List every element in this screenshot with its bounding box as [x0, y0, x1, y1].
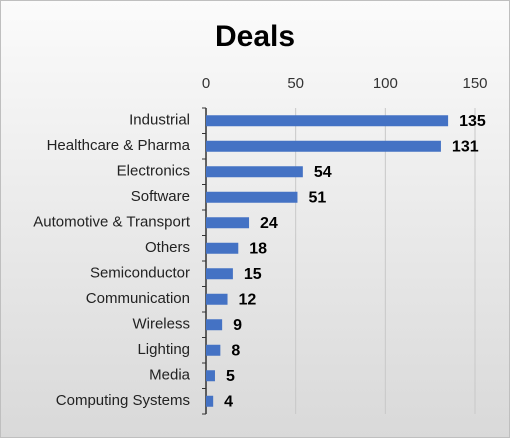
x-tick-label: 150: [462, 75, 487, 92]
value-label: 8: [231, 342, 240, 359]
chart-title: Deals: [215, 20, 295, 53]
y-tick-label: Industrial: [129, 112, 190, 129]
bar: [206, 115, 449, 127]
y-tick-label: Computing Systems: [56, 392, 190, 409]
value-label: 135: [459, 113, 486, 130]
y-tick-label: Others: [145, 239, 190, 256]
bar: [206, 268, 233, 280]
bar: [206, 166, 303, 178]
bar: [206, 344, 221, 356]
x-tick-label: 0: [202, 75, 210, 92]
bar: [206, 395, 214, 407]
value-label: 54: [314, 164, 332, 181]
value-label: 15: [244, 266, 262, 283]
value-label: 24: [260, 215, 278, 232]
y-tick-label: Semiconductor: [90, 265, 190, 282]
y-tick-label: Lighting: [137, 341, 190, 358]
y-tick-label: Wireless: [132, 316, 190, 333]
x-tick-label: 100: [373, 75, 398, 92]
value-label: 12: [239, 291, 257, 308]
bar: [206, 242, 239, 254]
y-tick-label: Automotive & Transport: [33, 214, 191, 231]
value-label: 131: [452, 138, 479, 155]
bar: [206, 191, 298, 203]
bar: [206, 140, 441, 152]
bar: [206, 319, 223, 331]
y-tick-label: Electronics: [117, 163, 190, 180]
y-tick-label: Communication: [86, 290, 190, 307]
value-label: 18: [249, 240, 267, 257]
bar: [206, 370, 215, 382]
y-tick-label: Media: [149, 367, 191, 384]
y-tick-label: Healthcare & Pharma: [47, 137, 191, 154]
bar: [206, 217, 250, 229]
value-label: 5: [226, 368, 235, 385]
y-tick-label: Software: [131, 188, 190, 205]
bar: [206, 293, 228, 305]
value-label: 9: [233, 317, 242, 334]
value-label: 51: [308, 189, 326, 206]
x-tick-label: 50: [287, 75, 304, 92]
value-label: 4: [224, 393, 233, 410]
